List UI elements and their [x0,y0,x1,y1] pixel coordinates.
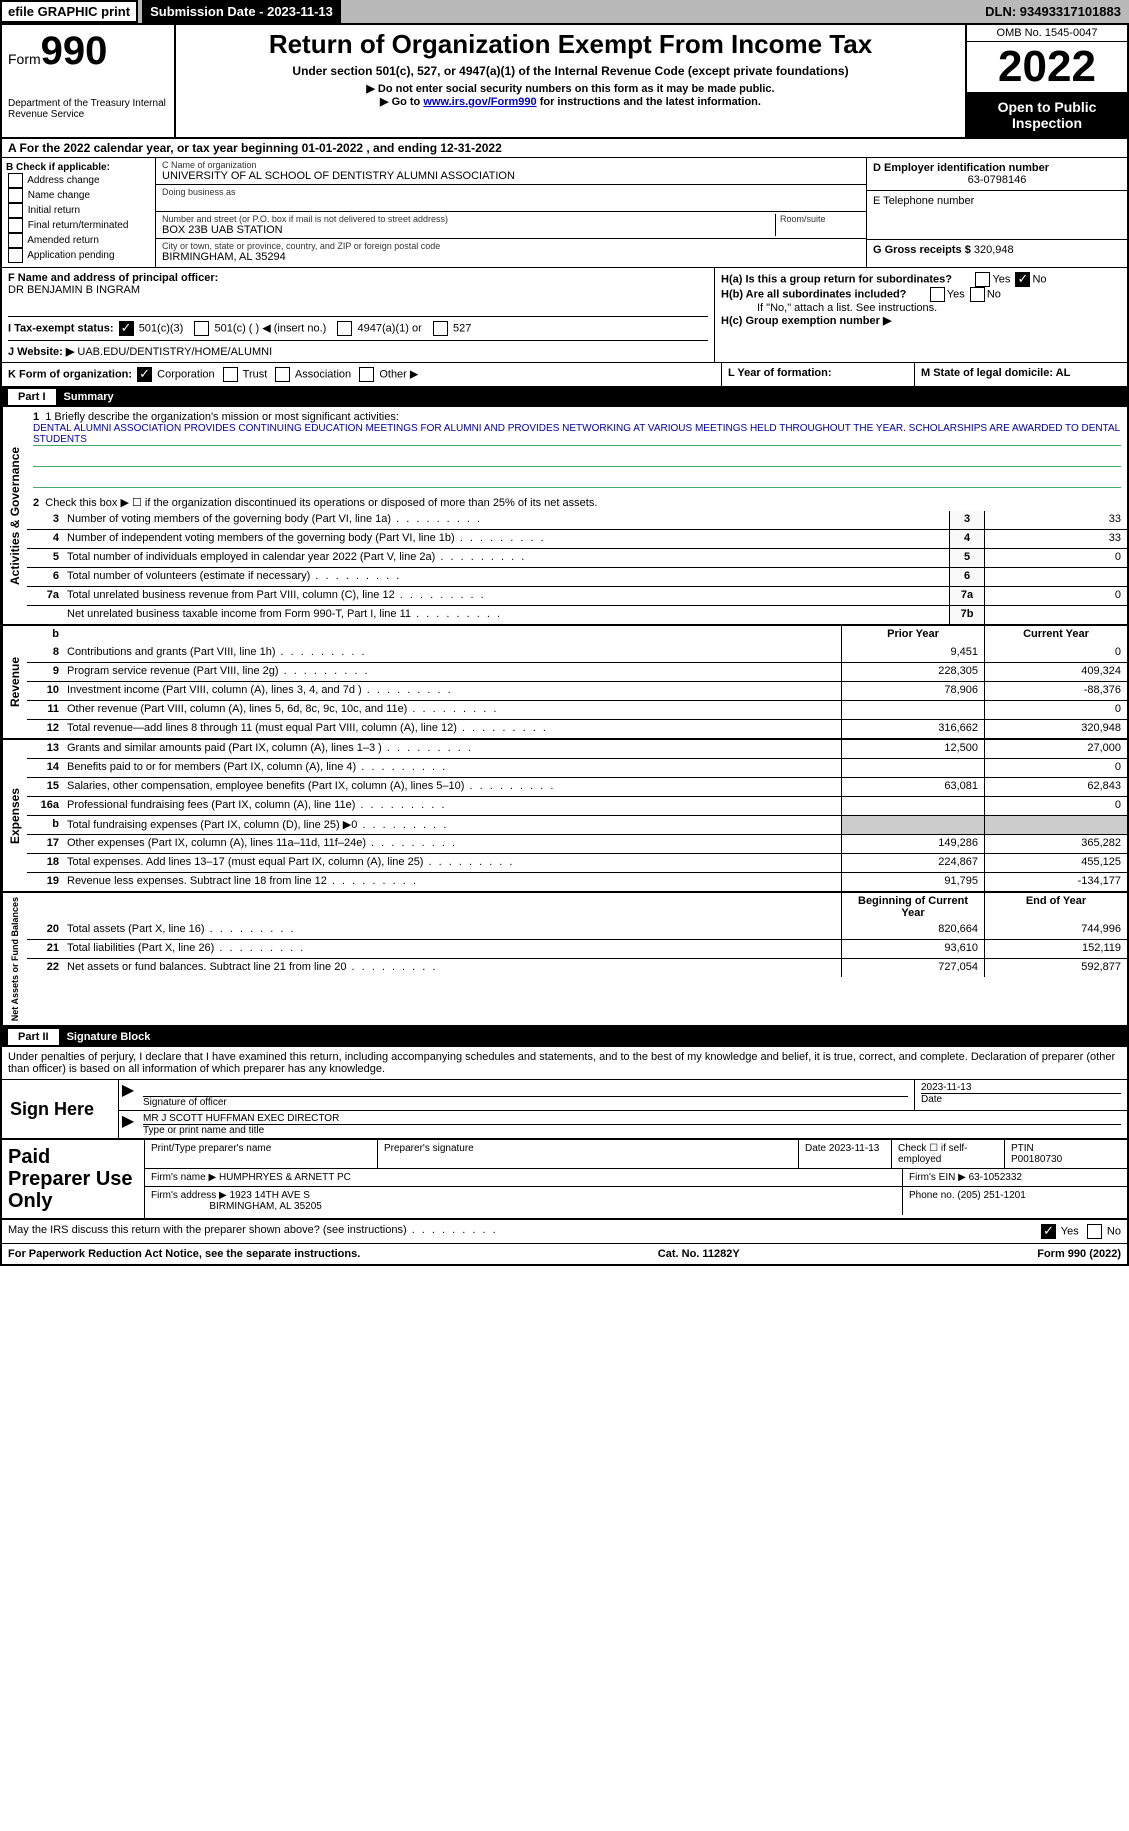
form-title: Return of Organization Exempt From Incom… [184,29,957,60]
governance-section: Activities & Governance 1 1 Briefly desc… [0,407,1129,626]
summary-row: 8 Contributions and grants (Part VIII, l… [27,644,1127,662]
may-discuss-row: May the IRS discuss this return with the… [0,1220,1129,1244]
summary-row: 21 Total liabilities (Part X, line 26) 9… [27,939,1127,958]
summary-row: 19 Revenue less expenses. Subtract line … [27,872,1127,891]
perjury-statement: Under penalties of perjury, I declare th… [0,1047,1129,1080]
rev-sidelabel: Revenue [2,626,27,738]
firm-name: HUMPHRYES & ARNETT PC [219,1172,351,1183]
discuss-yes[interactable] [1041,1224,1056,1239]
firm-addr1: 1923 14TH AVE S [230,1190,310,1201]
ssn-warning: ▶ Do not enter social security numbers o… [184,82,957,95]
summary-row: 9 Program service revenue (Part VIII, li… [27,662,1127,681]
net-sidelabel: Net Assets or Fund Balances [2,893,27,1025]
revenue-section: Revenue b Prior Year Current Year 8 Cont… [0,626,1129,740]
dln-label: DLN: 93493317101883 [977,0,1129,23]
summary-row: 11 Other revenue (Part VIII, column (A),… [27,700,1127,719]
ptin-value: P00180730 [1011,1154,1062,1165]
summary-row: 12 Total revenue—add lines 8 through 11 … [27,719,1127,738]
paid-preparer-block: Paid Preparer Use Only Print/Type prepar… [0,1140,1129,1220]
sign-date: 2023-11-13 [921,1082,1121,1093]
netassets-section: Net Assets or Fund Balances Beginning of… [0,893,1129,1027]
summary-row: 18 Total expenses. Add lines 13–17 (must… [27,853,1127,872]
firm-phone: (205) 251-1201 [957,1190,1025,1201]
page-footer: For Paperwork Reduction Act Notice, see … [0,1244,1129,1266]
section-deg: D Employer identification number 63-0798… [867,158,1127,267]
row-k: K Form of organization: Corporation Trus… [0,363,1129,387]
section-b: B Check if applicable: Address change Na… [2,158,156,267]
part2-header: Part II Signature Block [0,1027,1129,1047]
irs-link[interactable]: www.irs.gov/Form990 [423,96,536,108]
part1-header: Part I Summary [0,387,1129,407]
summary-row: 4 Number of independent voting members o… [27,529,1127,548]
summary-row: 13 Grants and similar amounts paid (Part… [27,740,1127,758]
exp-sidelabel: Expenses [2,740,27,891]
expenses-section: Expenses 13 Grants and similar amounts p… [0,740,1129,893]
form-990-page: efile GRAPHIC print Submission Date - 20… [0,0,1129,1266]
org-name: UNIVERSITY OF AL SCHOOL OF DENTISTRY ALU… [162,170,860,182]
org-street: BOX 23B UAB STATION [162,224,775,236]
section-c: C Name of organization UNIVERSITY OF AL … [156,158,867,267]
summary-row: b Total fundraising expenses (Part IX, c… [27,815,1127,834]
dept-label: Department of the Treasury Internal Reve… [8,98,168,120]
firm-addr2: BIRMINGHAM, AL 35205 [209,1201,321,1212]
omb-number: OMB No. 1545-0047 [967,25,1127,42]
summary-row: 17 Other expenses (Part IX, column (A), … [27,834,1127,853]
goto-link-line: ▶ Go to www.irs.gov/Form990 for instruct… [184,95,957,108]
principal-officer: DR BENJAMIN B INGRAM [8,284,708,296]
form-subtitle: Under section 501(c), 527, or 4947(a)(1)… [184,64,957,78]
corp-checkbox[interactable] [137,367,152,382]
block-bcdeg: B Check if applicable: Address change Na… [0,158,1129,268]
sign-here-block: Sign Here ▶ Signature of officer 2023-11… [0,1080,1129,1140]
summary-row: 14 Benefits paid to or for members (Part… [27,758,1127,777]
top-bar: efile GRAPHIC print Submission Date - 20… [0,0,1129,23]
submission-date: Submission Date - 2023-11-13 [142,0,341,23]
efile-button[interactable]: efile GRAPHIC print [0,0,138,23]
summary-row: 15 Salaries, other compensation, employe… [27,777,1127,796]
summary-row: 20 Total assets (Part X, line 16) 820,66… [27,921,1127,939]
summary-row: 3 Number of voting members of the govern… [27,511,1127,529]
firm-ein: 63-1052332 [969,1172,1022,1183]
sign-here-label: Sign Here [2,1080,118,1138]
officer-name: MR J SCOTT HUFFMAN EXEC DIRECTOR [143,1113,1121,1125]
mission-text: DENTAL ALUMNI ASSOCIATION PROVIDES CONTI… [33,423,1121,446]
form-number: Form990 [8,29,168,74]
block-fh: F Name and address of principal officer:… [0,268,1129,363]
public-inspection: Open to Public Inspection [967,93,1127,137]
summary-row: 16a Professional fundraising fees (Part … [27,796,1127,815]
summary-row: 22 Net assets or fund balances. Subtract… [27,958,1127,977]
summary-row: 6 Total number of volunteers (estimate i… [27,567,1127,586]
group-return-no[interactable] [1015,272,1030,287]
ein-value: 63-0798146 [873,174,1121,186]
summary-row: 5 Total number of individuals employed i… [27,548,1127,567]
501c3-checkbox[interactable] [119,321,134,336]
form-header: Form990 Department of the Treasury Inter… [0,23,1129,139]
tax-year: 2022 [967,42,1127,93]
gov-sidelabel: Activities & Governance [2,407,27,624]
row-a-period: A For the 2022 calendar year, or tax yea… [0,139,1129,158]
website-value: UAB.EDU/DENTISTRY/HOME/ALUMNI [77,346,272,358]
summary-row: 7a Total unrelated business revenue from… [27,586,1127,605]
org-city: BIRMINGHAM, AL 35294 [162,251,860,263]
summary-row: Net unrelated business taxable income fr… [27,605,1127,624]
paid-prep-label: Paid Preparer Use Only [2,1140,144,1218]
summary-row: 10 Investment income (Part VIII, column … [27,681,1127,700]
gross-receipts: 320,948 [974,244,1014,256]
